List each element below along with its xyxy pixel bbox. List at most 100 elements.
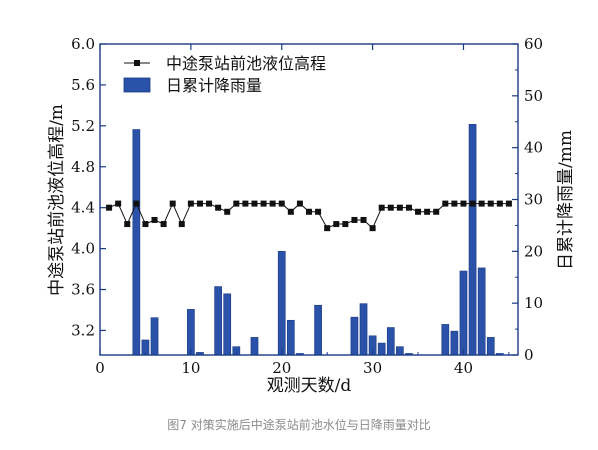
water-level-point: [224, 208, 231, 215]
water-level-point: [215, 204, 222, 211]
water-level-point: [351, 216, 358, 223]
x-tick-label: 30: [363, 359, 382, 377]
water-level-point: [160, 221, 167, 228]
legend-line-marker: [134, 60, 140, 66]
water-level-line-series: [106, 200, 512, 232]
legend-bar-label: 日累计降雨量: [166, 76, 262, 95]
y-left-tick-label: 3.6: [71, 281, 95, 299]
rainfall-bar: [214, 286, 222, 356]
rainfall-bar: [468, 124, 477, 356]
water-level-point: [378, 204, 385, 211]
rainfall-bar: [477, 267, 486, 356]
rainfall-bar: [441, 324, 450, 356]
rainfall-bar: [359, 303, 368, 356]
water-level-point: [487, 200, 494, 207]
x-tick-label: 0: [95, 359, 105, 377]
water-level-point: [442, 200, 449, 207]
water-level-point: [306, 208, 312, 215]
water-level-point: [360, 216, 367, 223]
x-tick-label: 40: [454, 359, 473, 377]
y-right-tick-label: 30: [524, 191, 543, 209]
rainfall-bar: [450, 330, 459, 356]
legend-line-label: 中途泵站前池液位高程: [166, 54, 326, 73]
water-level-point: [178, 221, 185, 228]
y-left-tick-label: 4.4: [71, 199, 95, 217]
water-level-point: [106, 204, 113, 211]
water-level-point: [433, 208, 440, 215]
water-level-point: [369, 225, 376, 232]
y-left-tick-label: 5.6: [71, 76, 95, 94]
water-level-point: [415, 208, 422, 215]
figure-caption: 图7 对策实施后中途泵站前池水位与日降雨量对比: [167, 418, 431, 432]
water-level-point: [396, 204, 403, 211]
water-level-point: [278, 200, 285, 207]
water-level-point: [460, 200, 467, 207]
rainfall-bar: [286, 319, 295, 356]
x-tick-label: 20: [272, 359, 291, 377]
y-right-tick-label: 50: [524, 87, 543, 105]
water-level-point: [405, 204, 412, 211]
water-level-point: [196, 200, 203, 207]
water-level-point: [387, 204, 394, 211]
water-level-point: [342, 221, 349, 228]
y-axis-right-label: 日累计降雨量/mm: [556, 130, 576, 270]
x-axis-label: 观测天数/d: [267, 376, 352, 396]
y-left-tick-label: 4.8: [71, 158, 95, 176]
water-level-point: [260, 200, 267, 207]
rainfall-bar: [314, 304, 322, 356]
legend-bar-swatch: [123, 77, 151, 93]
water-level-point: [296, 200, 303, 207]
rainfall-bar: [250, 337, 259, 356]
y-right-tick-label: 0: [524, 346, 534, 364]
water-level-point: [287, 208, 294, 215]
y-right-tick-label: 20: [524, 242, 543, 260]
plot-frame: [99, 43, 519, 356]
y-right-tick-label: 10: [524, 294, 543, 312]
water-level-point: [451, 200, 458, 207]
rainfall-bar: [132, 129, 141, 356]
water-level-point: [187, 200, 194, 207]
water-level-point: [505, 200, 512, 207]
legend: 中途泵站前池液位高程 日累计降雨量: [123, 54, 326, 95]
water-level-point: [251, 200, 258, 207]
water-level-point: [478, 200, 485, 207]
water-level-point: [242, 200, 249, 207]
water-level-point: [496, 200, 503, 207]
rainfall-bar: [277, 251, 286, 356]
rainfall-bar: [150, 317, 159, 356]
water-level-point: [469, 200, 476, 207]
y-left-tick-label: 6.0: [71, 35, 95, 53]
rainfall-bars: [132, 124, 504, 356]
water-level-point: [324, 225, 331, 232]
water-level-point: [115, 200, 122, 207]
water-level-point: [124, 221, 131, 228]
water-level-point: [424, 208, 431, 215]
water-level-point: [142, 221, 149, 228]
water-level-point: [206, 200, 213, 207]
y-left-tick-label: 3.2: [71, 321, 95, 339]
water-level-point: [315, 208, 322, 215]
y-left-tick-label: 5.2: [71, 117, 95, 135]
rainfall-bar: [223, 293, 232, 356]
rainfall-bar: [396, 346, 404, 356]
rainfall-bar: [350, 316, 359, 356]
water-level-point: [269, 200, 276, 207]
water-level-point: [333, 221, 340, 228]
y-right-tick-label: 40: [524, 139, 543, 157]
y-right-tick-label: 60: [524, 35, 543, 53]
rainfall-bar: [486, 337, 495, 356]
water-level-point: [151, 216, 158, 223]
water-level-point: [133, 200, 140, 207]
y-axis-left-label: 中途泵站前池液位高程/m: [47, 104, 67, 296]
rainfall-bar: [187, 309, 195, 356]
rainfall-bar: [459, 270, 468, 356]
y-left-tick-label: 4.0: [71, 240, 95, 258]
x-tick-label: 10: [181, 359, 200, 377]
water-level-point: [169, 200, 176, 207]
axes: 0 10 20 30 40 3.2 3.6 4.0 4.4 4.8 5.2 5.6 6.0 0 10 20 30…: [71, 35, 543, 377]
water-level-point: [233, 200, 240, 207]
rainfall-bar: [377, 342, 386, 356]
rainfall-bar: [386, 327, 395, 356]
water-level-line: [108, 202, 509, 229]
